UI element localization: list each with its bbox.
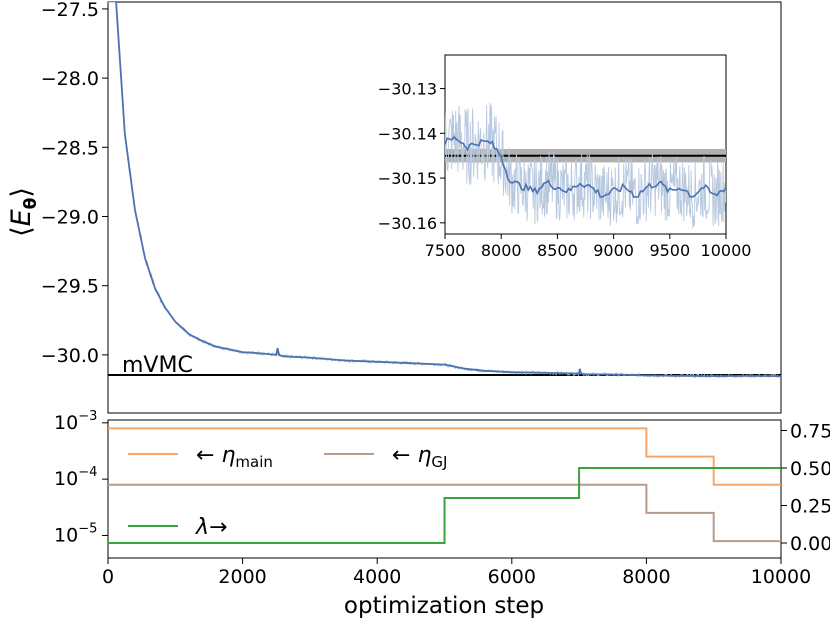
x-tick-label: 2000 (218, 566, 266, 588)
reference-label: mVMC (122, 353, 193, 378)
main-y-tick-label: −28.0 (41, 68, 99, 90)
series-eta_main (108, 427, 781, 486)
inset-x-tick-label: 7500 (425, 241, 466, 260)
energy-series-line (115, 2, 781, 378)
x-tick-label: 6000 (488, 566, 536, 588)
inset-panel: 7500 8000 8500 9000 9500 10000 −30.13 −30.14 −30… (378, 54, 752, 260)
legend-label-eta_GJ: ← ηGJ (392, 443, 447, 471)
series-lambda (108, 467, 781, 544)
main-y-label: ⟨Eθ⟩ (6, 187, 41, 237)
x-axis-label: optimization step (344, 593, 544, 619)
inset-noise-band (445, 102, 726, 229)
main-y-tick-label: −27.5 (41, 0, 99, 21)
main-y-tick-label: −29.5 (41, 276, 99, 298)
inset-ticks: 7500 8000 8500 9000 9500 10000 −30.13 −30.14 −30… (378, 80, 752, 260)
right-y-tick-label: 0.50 (790, 458, 830, 480)
inset-x-tick-label: 8000 (481, 241, 522, 260)
x-tick-label: 8000 (622, 566, 670, 588)
schedule-legend: ← ηmain ← ηGJ λ→ (128, 443, 447, 540)
x-tick-label: 4000 (353, 566, 401, 588)
inset-x-tick-label: 10000 (701, 241, 752, 260)
main-y-ticks: −27.5 −28.0 −28.5 −29.0 −29.5 −30.0 (41, 0, 108, 367)
main-plot-area (108, 2, 781, 379)
inset-x-tick-label: 9500 (649, 241, 690, 260)
inset-x-tick-label: 8500 (537, 241, 578, 260)
series-eta_GJ (108, 483, 781, 543)
right-y-tick-label: 0.00 (790, 533, 830, 555)
schedule-plot-area (108, 427, 781, 544)
inset-x-tick-label: 9000 (593, 241, 634, 260)
main-y-tick-label: −28.5 (41, 137, 99, 159)
left-y-tick-label: 10−3 (54, 409, 97, 434)
schedule-panel: 0 2000 4000 6000 8000 10000 10−3 10−4 10−5 0.75 0.… (54, 409, 830, 619)
x-tick-label: 0 (102, 566, 114, 588)
inset-y-tick-label: −30.15 (378, 169, 437, 188)
main-y-tick-label: −30.0 (41, 345, 99, 367)
inset-y-tick-label: −30.14 (378, 124, 437, 143)
left-y-tick-label: 10−5 (54, 521, 97, 546)
schedule-ticks: 0 2000 4000 6000 8000 10000 10−3 10−4 10−5 0.75 0.… (54, 409, 830, 588)
inset-y-tick-label: −30.13 (378, 80, 437, 99)
left-y-tick-label: 10−4 (54, 465, 97, 490)
right-y-tick-label: 0.25 (790, 496, 830, 518)
main-y-tick-label: −29.0 (41, 206, 99, 228)
legend-label-lambda: λ→ (195, 515, 227, 540)
inset-y-tick-label: −30.16 (378, 214, 437, 233)
right-y-tick-label: 0.75 (790, 421, 830, 443)
legend-label-eta_main: ← ηmain (196, 443, 273, 471)
inset-plot-area (445, 102, 726, 229)
x-tick-label: 10000 (751, 566, 811, 588)
inset-series-line (445, 135, 726, 198)
